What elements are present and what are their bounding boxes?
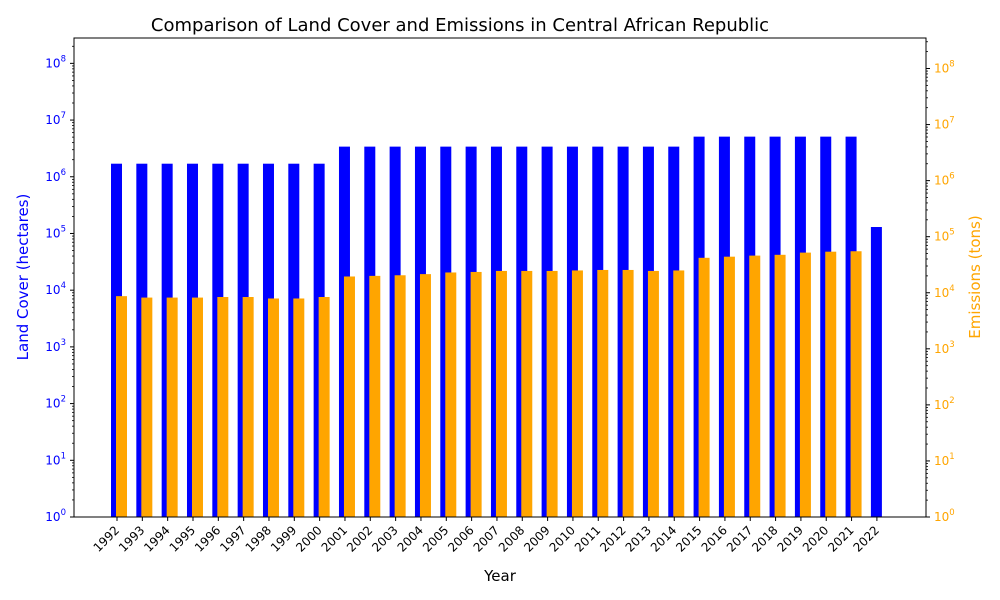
x-tick-label-2022: 2022 <box>851 523 882 554</box>
emissions-bar-2008 <box>521 270 533 517</box>
x-tick-label-1992: 1992 <box>91 523 122 554</box>
emissions-bar-1997 <box>242 297 254 517</box>
x-tick-label-2010: 2010 <box>547 523 578 554</box>
x-tick-label-2016: 2016 <box>699 523 730 554</box>
left-y-tick-label: 100 <box>45 508 66 524</box>
emissions-bar-2012 <box>622 269 634 517</box>
x-tick-label-2019: 2019 <box>775 523 806 554</box>
x-tick-label-2009: 2009 <box>521 523 552 554</box>
chart-title: Comparison of Land Cover and Emissions i… <box>151 15 769 36</box>
x-tick-label-1997: 1997 <box>217 523 248 554</box>
left-y-tick-label: 101 <box>45 451 66 467</box>
x-tick-label-2008: 2008 <box>496 523 527 554</box>
right-y-tick-label: 102 <box>934 396 955 412</box>
left-y-tick-label: 103 <box>45 338 66 354</box>
emissions-bar-2011 <box>597 269 609 517</box>
x-tick-label-2007: 2007 <box>471 523 502 554</box>
emissions-bar-1998 <box>267 298 279 517</box>
right-y-tick-label: 104 <box>934 284 955 300</box>
emissions-bar-1996 <box>217 297 229 517</box>
x-tick-label-2001: 2001 <box>319 523 350 554</box>
emissions-bar-1992 <box>116 296 127 517</box>
emissions-bar-2020 <box>825 251 837 517</box>
land-cover-bar-2022 <box>870 227 882 517</box>
emissions-bar-2016 <box>723 256 735 517</box>
left-y-axis-label: Land Cover (hectares) <box>14 194 32 361</box>
plot-area-frame <box>73 37 927 518</box>
x-tick-label-2015: 2015 <box>673 523 704 554</box>
emissions-bar-2013 <box>647 270 659 517</box>
x-tick-label-2004: 2004 <box>395 523 426 554</box>
x-tick-label-2002: 2002 <box>344 523 375 554</box>
left-y-axis: 100 101 102 103 104 105 106 107 108 <box>45 45 74 524</box>
left-y-tick-label: 107 <box>45 111 66 127</box>
left-y-tick-label: 106 <box>45 168 66 184</box>
x-tick-label-2003: 2003 <box>369 523 400 554</box>
x-tick-label-2011: 2011 <box>572 523 603 554</box>
right-y-tick-label: 107 <box>934 116 955 132</box>
x-tick-label-2012: 2012 <box>597 523 628 554</box>
left-y-tick-label: 102 <box>45 395 66 411</box>
emissions-bar-2007 <box>495 270 507 517</box>
emissions-bars <box>116 251 862 518</box>
emissions-bar-2019 <box>799 252 811 518</box>
x-tick-label-2017: 2017 <box>724 523 755 554</box>
x-tick-label-1999: 1999 <box>268 523 299 554</box>
emissions-bar-2017 <box>749 255 761 517</box>
x-tick-label-2014: 2014 <box>648 523 679 554</box>
x-axis: 1992199319941995199619971998199920002001… <box>91 517 882 555</box>
right-y-tick-label: 103 <box>934 340 955 356</box>
emissions-bar-2009 <box>546 270 558 517</box>
x-tick-label-2020: 2020 <box>800 523 831 554</box>
right-y-tick-label: 105 <box>934 228 955 244</box>
emissions-bar-2005 <box>445 272 457 517</box>
emissions-bar-2003 <box>394 275 406 517</box>
x-tick-label-2013: 2013 <box>623 523 654 554</box>
emissions-bar-2000 <box>318 297 330 517</box>
emissions-bar-2021 <box>850 251 862 518</box>
x-tick-label-2018: 2018 <box>749 523 780 554</box>
right-y-tick-label: 100 <box>934 508 955 524</box>
x-tick-label-1994: 1994 <box>141 523 172 554</box>
emissions-bar-2006 <box>470 271 482 517</box>
left-y-tick-label: 108 <box>45 54 66 70</box>
right-y-axis-label: Emissions (tons) <box>966 215 984 338</box>
emissions-bar-1995 <box>191 297 203 517</box>
emissions-bar-2002 <box>369 275 381 517</box>
emissions-bar-1994 <box>166 297 178 517</box>
x-tick-label-1995: 1995 <box>167 523 198 554</box>
emissions-bar-1993 <box>141 297 153 517</box>
emissions-bar-2010 <box>571 270 583 517</box>
emissions-bar-1999 <box>293 298 305 517</box>
x-tick-label-2005: 2005 <box>420 523 451 554</box>
x-tick-label-2006: 2006 <box>445 523 476 554</box>
x-axis-label: Year <box>483 567 517 585</box>
x-tick-label-1998: 1998 <box>243 523 274 554</box>
x-tick-label-2021: 2021 <box>825 523 856 554</box>
emissions-bar-2014 <box>673 270 685 517</box>
x-tick-label-1996: 1996 <box>192 523 223 554</box>
right-y-tick-label: 108 <box>934 60 955 76</box>
x-tick-label-1993: 1993 <box>116 523 147 554</box>
x-tick-label-2000: 2000 <box>293 523 324 554</box>
emissions-bar-2015 <box>698 257 710 517</box>
emissions-bar-2004 <box>419 274 431 517</box>
right-y-tick-label: 106 <box>934 172 955 188</box>
emissions-bar-2001 <box>343 276 355 517</box>
emissions-bar-2018 <box>774 254 786 517</box>
right-y-axis: 100 101 102 103 104 105 106 107 108 <box>926 41 955 524</box>
left-y-tick-label: 104 <box>45 281 66 297</box>
left-y-tick-label: 105 <box>45 224 66 240</box>
right-y-tick-label: 101 <box>934 452 955 468</box>
